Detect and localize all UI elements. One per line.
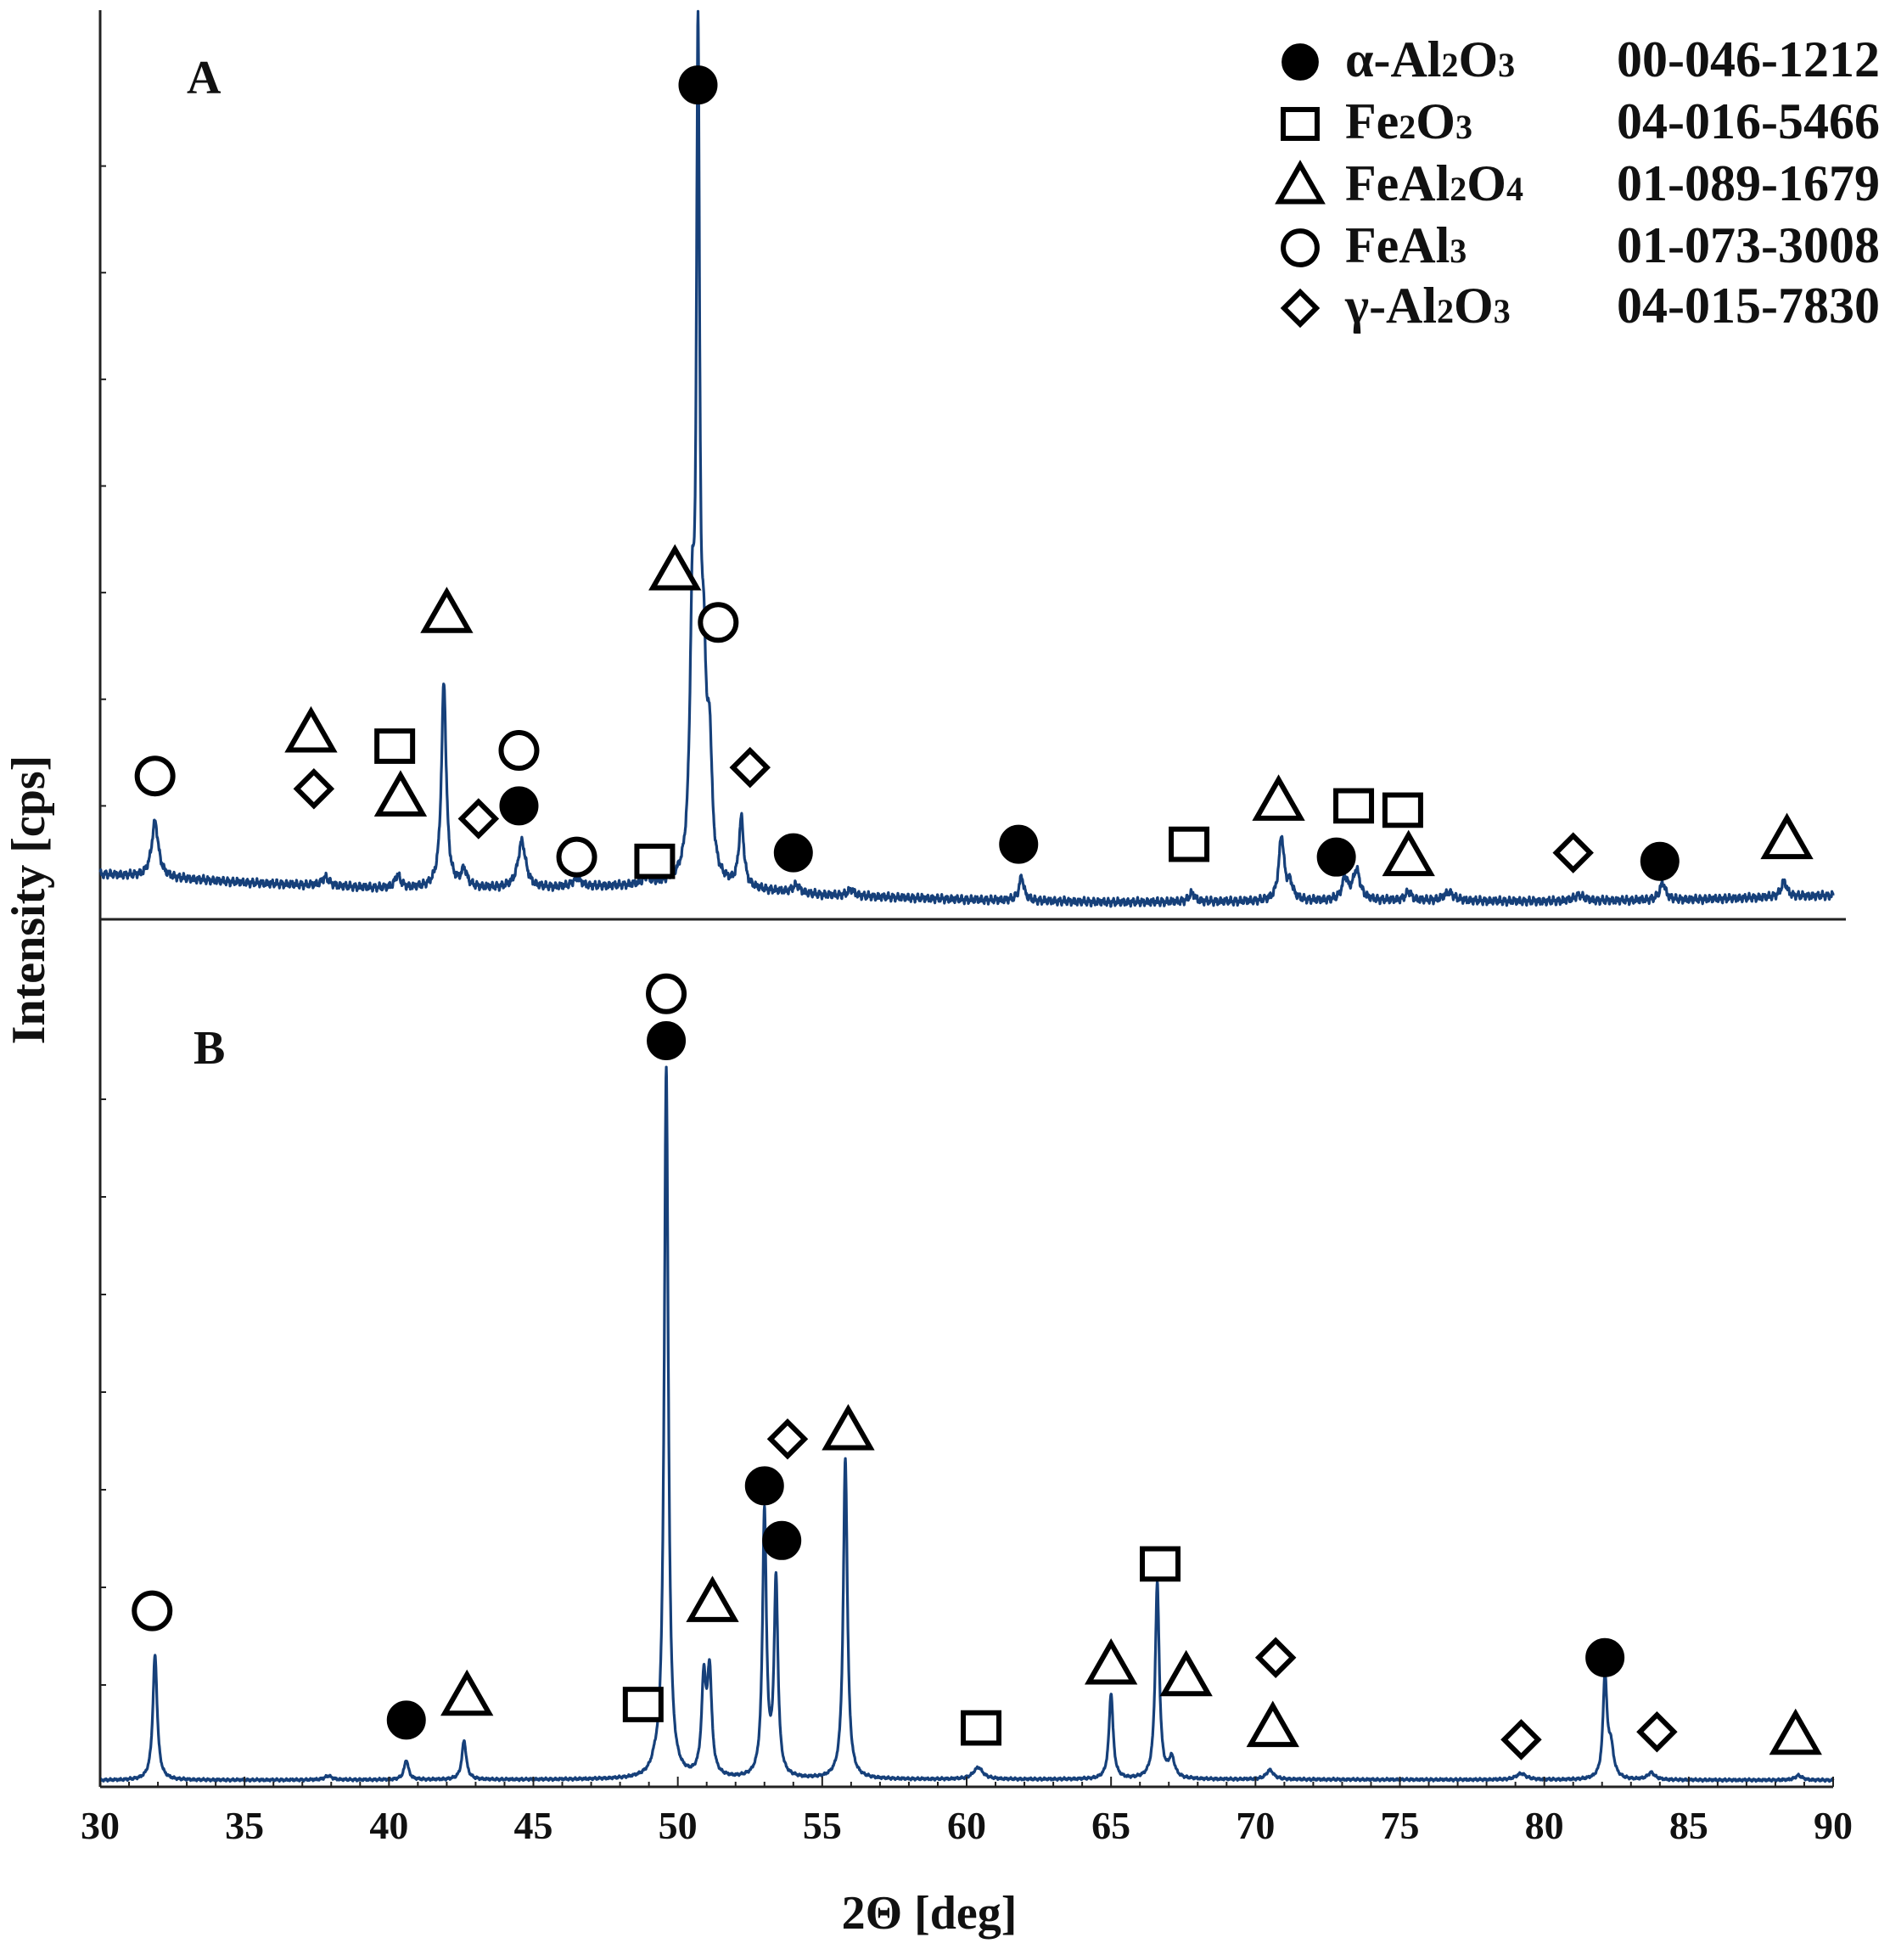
alpha-al2o3-marker bbox=[386, 1700, 426, 1740]
alpha-al2o3-marker bbox=[1585, 1637, 1625, 1677]
legend: α-Al2O3 00-046-1212 Fe2O3 04-016-5466 FeAl2O… bbox=[1275, 31, 1880, 334]
x-tick-label: 45 bbox=[514, 1804, 553, 1847]
x-tick-label: 75 bbox=[1381, 1804, 1420, 1847]
feal2o4-marker bbox=[440, 1669, 494, 1716]
x-tick-label: 40 bbox=[369, 1804, 408, 1847]
x-tick-label: 55 bbox=[803, 1804, 842, 1847]
legend-card-number: 01-089-1679 bbox=[1617, 155, 1880, 211]
panel-b-diffraction-pattern bbox=[98, 1065, 1835, 1783]
legend-entry: FeAl2O4 01-089-1679 bbox=[1275, 155, 1880, 211]
gamma-al2o3-marker bbox=[1280, 288, 1321, 329]
feal3-marker bbox=[698, 602, 739, 643]
panel-b-y-ticks bbox=[100, 1098, 106, 1686]
feal3-marker bbox=[646, 973, 687, 1014]
panel-a-y-ticks bbox=[100, 165, 106, 807]
fe2o3-marker bbox=[961, 1710, 1002, 1746]
feal2o4-marker bbox=[373, 770, 428, 817]
legend-card-number: 04-016-5466 bbox=[1617, 93, 1880, 149]
fe2o3-marker bbox=[634, 843, 676, 879]
gamma-al2o3-marker bbox=[457, 798, 500, 840]
gamma-al2o3-marker bbox=[1636, 1710, 1678, 1753]
gamma-al2o3-marker bbox=[766, 1418, 809, 1460]
fe2o3-marker bbox=[374, 728, 416, 764]
legend-formula: Fe2O3 bbox=[1345, 93, 1472, 149]
x-tick-label: 30 bbox=[81, 1804, 120, 1847]
legend-formula: α-Al2O3 bbox=[1345, 31, 1515, 87]
feal3-marker bbox=[1281, 228, 1320, 267]
legend-formula: γ-Al2O3 bbox=[1344, 278, 1511, 334]
panel-a-phase-markers bbox=[134, 65, 1814, 881]
feal2o4-marker bbox=[420, 587, 474, 633]
legend-formula: FeAl3 bbox=[1345, 217, 1467, 273]
gamma-al2o3-marker bbox=[729, 746, 771, 789]
x-tick-label: 70 bbox=[1236, 1804, 1275, 1847]
alpha-al2o3-marker bbox=[678, 65, 718, 105]
legend-formula: FeAl2O4 bbox=[1345, 155, 1523, 211]
x-tick-label: 65 bbox=[1091, 1804, 1130, 1847]
fe2o3-marker bbox=[622, 1687, 664, 1722]
legend-entry: Fe2O3 04-016-5466 bbox=[1281, 93, 1880, 149]
feal3-marker bbox=[132, 1590, 173, 1631]
legend-card-number: 00-046-1212 bbox=[1617, 31, 1880, 87]
feal2o4-marker bbox=[1769, 1708, 1822, 1755]
gamma-al2o3-marker bbox=[1552, 832, 1594, 873]
gamma-al2o3-marker bbox=[293, 768, 335, 810]
x-axis-ticks: 30 35 40 45 50 55 60 65 70 75 80 85 90 bbox=[81, 1777, 1853, 1847]
feal2o4-marker bbox=[1084, 1637, 1138, 1685]
feal2o4-marker bbox=[1252, 774, 1305, 821]
x-tick-label: 35 bbox=[225, 1804, 264, 1847]
alpha-al2o3-marker bbox=[1281, 43, 1319, 81]
x-axis-title: 2Θ [deg] bbox=[842, 1887, 1018, 1940]
alpha-al2o3-marker bbox=[499, 786, 539, 826]
panel-a: A bbox=[98, 9, 1835, 919]
panel-b-label: B bbox=[193, 1022, 225, 1075]
alpha-al2o3-marker bbox=[647, 1021, 687, 1060]
feal2o4-marker bbox=[1159, 1649, 1213, 1697]
panel-a-diffraction-pattern bbox=[98, 9, 1835, 908]
feal3-marker bbox=[498, 730, 540, 772]
fe2o3-marker bbox=[1281, 107, 1320, 141]
x-tick-label: 50 bbox=[659, 1804, 698, 1847]
panel-b-phase-markers bbox=[132, 973, 1822, 1761]
alpha-al2o3-marker bbox=[999, 824, 1039, 864]
fe2o3-marker bbox=[1333, 788, 1375, 824]
feal2o4-marker bbox=[686, 1575, 739, 1622]
feal2o4-marker bbox=[648, 543, 702, 591]
alpha-al2o3-marker bbox=[773, 833, 813, 873]
x-tick-label: 60 bbox=[947, 1804, 986, 1847]
x-tick-label: 85 bbox=[1669, 1804, 1708, 1847]
feal3-marker bbox=[556, 836, 597, 878]
legend-card-number: 04-015-7830 bbox=[1617, 278, 1880, 334]
fe2o3-marker bbox=[1382, 792, 1423, 828]
fe2o3-marker bbox=[1140, 1546, 1181, 1582]
panel-b: B bbox=[98, 919, 1835, 1787]
y-axis-title: Intensity [cps] bbox=[3, 755, 55, 1045]
legend-entry: α-Al2O3 00-046-1212 bbox=[1281, 31, 1880, 87]
alpha-al2o3-marker bbox=[1316, 837, 1356, 877]
fe2o3-marker bbox=[1169, 826, 1210, 862]
alpha-al2o3-marker bbox=[762, 1520, 802, 1560]
legend-card-number: 01-073-3008 bbox=[1617, 217, 1880, 273]
alpha-al2o3-marker bbox=[1640, 841, 1680, 881]
feal2o4-marker bbox=[1760, 812, 1814, 860]
gamma-al2o3-marker bbox=[1254, 1637, 1297, 1679]
x-tick-label: 90 bbox=[1814, 1804, 1853, 1847]
feal2o4-marker bbox=[1382, 829, 1435, 877]
feal2o4-marker bbox=[822, 1403, 875, 1451]
feal2o4-marker bbox=[1246, 1700, 1299, 1748]
panel-a-label: A bbox=[187, 52, 222, 104]
feal2o4-marker bbox=[284, 705, 338, 753]
x-tick-label: 80 bbox=[1525, 1804, 1564, 1847]
gamma-al2o3-marker bbox=[1500, 1719, 1542, 1761]
feal3-marker bbox=[134, 755, 176, 797]
legend-entry: FeAl3 01-073-3008 bbox=[1281, 217, 1880, 273]
feal2o4-marker bbox=[1275, 160, 1326, 205]
legend-entry: γ-Al2O3 04-015-7830 bbox=[1280, 278, 1880, 334]
alpha-al2o3-marker bbox=[744, 1466, 784, 1506]
